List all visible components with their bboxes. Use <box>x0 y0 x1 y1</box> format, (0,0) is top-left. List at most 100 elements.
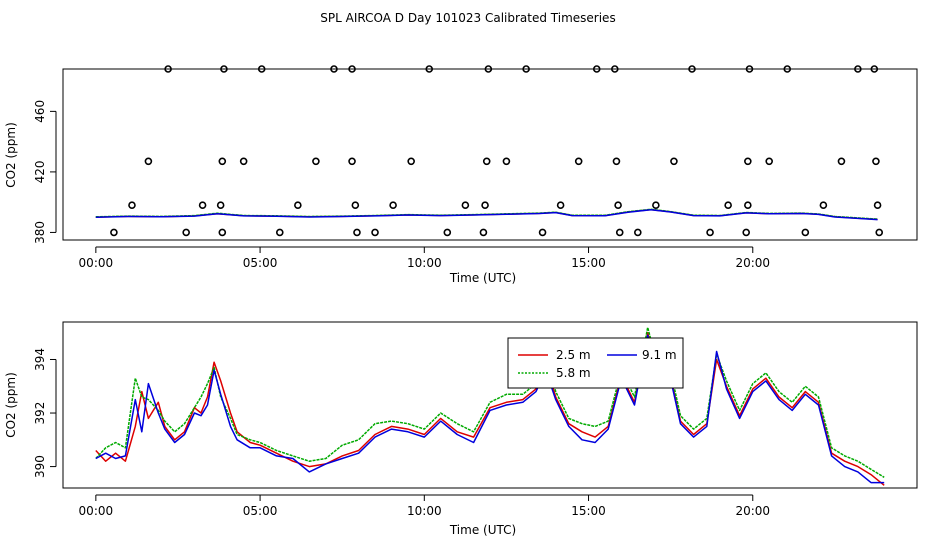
calibration-marker <box>482 157 491 166</box>
calibration-marker <box>574 157 583 166</box>
x-tick-label-top: 15:00 <box>571 256 606 270</box>
calibration-marker <box>873 201 882 209</box>
calibration-marker <box>294 201 302 209</box>
legend-box <box>507 337 684 389</box>
calibration-marker <box>819 201 828 209</box>
calibration-marker <box>670 157 678 166</box>
calibration-marker <box>875 228 884 237</box>
calibration-marker <box>522 65 530 73</box>
calibration-marker <box>144 157 153 166</box>
x-tick-label-bottom: 15:00 <box>571 504 606 518</box>
series-line-5-8-m-bottom <box>95 326 885 478</box>
series-bottom <box>95 326 885 486</box>
x-tick-label-top: 05:00 <box>243 256 278 270</box>
series-line-9-1-m-bottom <box>95 334 885 484</box>
calibration-marker <box>312 157 320 166</box>
markers-top <box>110 65 884 237</box>
x-tick-label-bottom: 05:00 <box>243 504 278 518</box>
legend: 2.5 m 9.1 m 5.8 m <box>507 337 684 389</box>
x-tick-label-top: 00:00 <box>79 256 114 270</box>
series-top <box>95 208 878 221</box>
y-tick-label-top: 460 <box>33 100 47 123</box>
figure-title: SPL AIRCOA D Day 101023 Calibrated Times… <box>320 11 615 25</box>
calibration-marker <box>854 65 862 73</box>
calibration-marker <box>371 228 379 237</box>
x-tick-label-bottom: 00:00 <box>79 504 114 518</box>
calibration-marker <box>348 65 356 73</box>
calibration-marker <box>634 228 642 237</box>
calibration-marker <box>164 65 172 73</box>
calibration-marker <box>351 201 360 209</box>
calibration-marker <box>182 228 190 237</box>
calibration-marker <box>612 157 621 166</box>
calibration-marker <box>481 201 489 209</box>
y-tick-label-bottom: 394 <box>33 348 47 371</box>
calibration-marker <box>218 157 227 166</box>
panel-bottom: 00:00 05:00 10:00 15:00 20:00 390 392 394 Time … <box>4 321 918 537</box>
calibration-marker <box>479 228 488 237</box>
x-tick-label-top: 10:00 <box>407 256 442 270</box>
legend-label-5-8m: 5.8 m <box>556 366 591 380</box>
series-line-9-1-m-top <box>95 208 878 221</box>
y-tick-label-bottom: 390 <box>33 455 47 478</box>
calibration-marker <box>443 228 452 237</box>
calibration-marker <box>275 228 284 237</box>
calibration-marker <box>783 65 792 73</box>
calibration-marker <box>744 157 752 166</box>
y-tick-label-top: 380 <box>33 221 47 244</box>
calibration-marker <box>744 201 752 209</box>
calibration-marker <box>801 228 810 237</box>
calibration-marker <box>592 65 601 73</box>
calibration-marker <box>688 65 696 73</box>
panel-top: 00:00 05:00 10:00 15:00 20:00 380 420 460 Time … <box>4 65 918 285</box>
plot-frame-bottom <box>62 321 918 489</box>
y-tick-label-bottom: 392 <box>33 402 47 425</box>
calibration-marker <box>742 228 751 237</box>
y-tick-label-top: 420 <box>33 160 47 183</box>
calibration-marker <box>502 157 511 166</box>
calibration-marker <box>257 65 266 73</box>
calibration-marker <box>407 157 415 166</box>
ylabel-top: CO2 (ppm) <box>4 122 18 188</box>
xlabel-bottom: Time (UTC) <box>449 523 516 537</box>
calibration-marker <box>614 201 622 209</box>
calibration-marker <box>218 228 227 237</box>
calibration-marker <box>484 65 493 73</box>
xlabel-top: Time (UTC) <box>449 271 516 285</box>
calibration-marker <box>198 201 207 209</box>
calibration-marker <box>461 201 470 209</box>
calibration-marker <box>330 65 338 73</box>
calibration-marker <box>837 157 846 166</box>
calibration-marker <box>239 157 248 166</box>
calibration-marker <box>652 201 660 209</box>
calibration-marker <box>353 228 361 237</box>
calibration-marker <box>745 65 754 73</box>
x-tick-label-bottom: 20:00 <box>735 504 770 518</box>
series-line-2-5-m-bottom <box>95 331 885 486</box>
calibration-marker <box>425 65 434 73</box>
calibration-marker <box>706 228 714 237</box>
legend-label-9-1m: 9.1 m <box>642 348 677 362</box>
calibration-marker <box>389 201 397 209</box>
calibration-marker <box>611 65 619 73</box>
calibration-marker <box>872 157 880 166</box>
axes-top: 00:00 05:00 10:00 15:00 20:00 380 420 460 <box>33 100 770 270</box>
calibration-marker <box>556 201 565 209</box>
calibration-marker <box>538 228 547 237</box>
calibration-marker <box>220 65 228 73</box>
x-tick-label-top: 20:00 <box>735 256 770 270</box>
calibration-marker <box>128 201 136 209</box>
calibration-marker <box>348 157 356 166</box>
calibration-marker <box>615 228 624 237</box>
x-tick-label-bottom: 10:00 <box>407 504 442 518</box>
ylabel-bottom: CO2 (ppm) <box>4 372 18 438</box>
axes-bottom: 00:00 05:00 10:00 15:00 20:00 390 392 394 <box>33 348 770 518</box>
legend-label-2-5m: 2.5 m <box>556 348 591 362</box>
calibration-marker <box>110 228 118 237</box>
calibration-marker <box>870 65 879 73</box>
calibration-marker <box>724 201 732 209</box>
plot-frame-top <box>62 68 918 241</box>
calibration-marker <box>216 201 225 209</box>
calibration-marker <box>765 157 773 166</box>
